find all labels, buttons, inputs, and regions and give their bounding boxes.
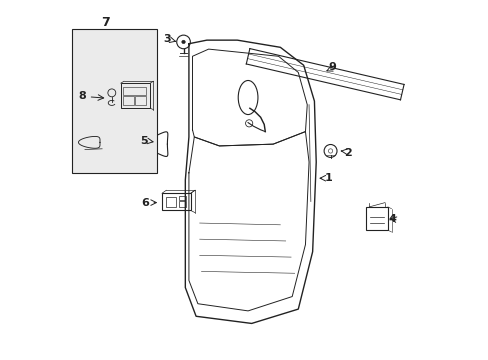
Text: 3: 3 — [163, 35, 171, 44]
Bar — [122, 87, 145, 95]
Text: 9: 9 — [328, 62, 336, 72]
Text: 6: 6 — [141, 198, 148, 208]
Bar — [121, 83, 150, 108]
Text: 2: 2 — [344, 148, 352, 158]
Text: 7: 7 — [101, 16, 109, 29]
Bar — [162, 193, 190, 211]
Text: 1: 1 — [324, 173, 332, 183]
Bar — [366, 207, 387, 230]
Bar — [166, 197, 176, 207]
Text: 5: 5 — [140, 136, 147, 145]
Bar — [122, 96, 133, 105]
Bar — [178, 196, 186, 200]
Bar — [178, 201, 186, 207]
Bar — [135, 96, 145, 105]
Bar — [72, 30, 156, 173]
Text: 4: 4 — [387, 215, 395, 224]
Text: 8: 8 — [79, 91, 86, 101]
Circle shape — [182, 40, 185, 44]
